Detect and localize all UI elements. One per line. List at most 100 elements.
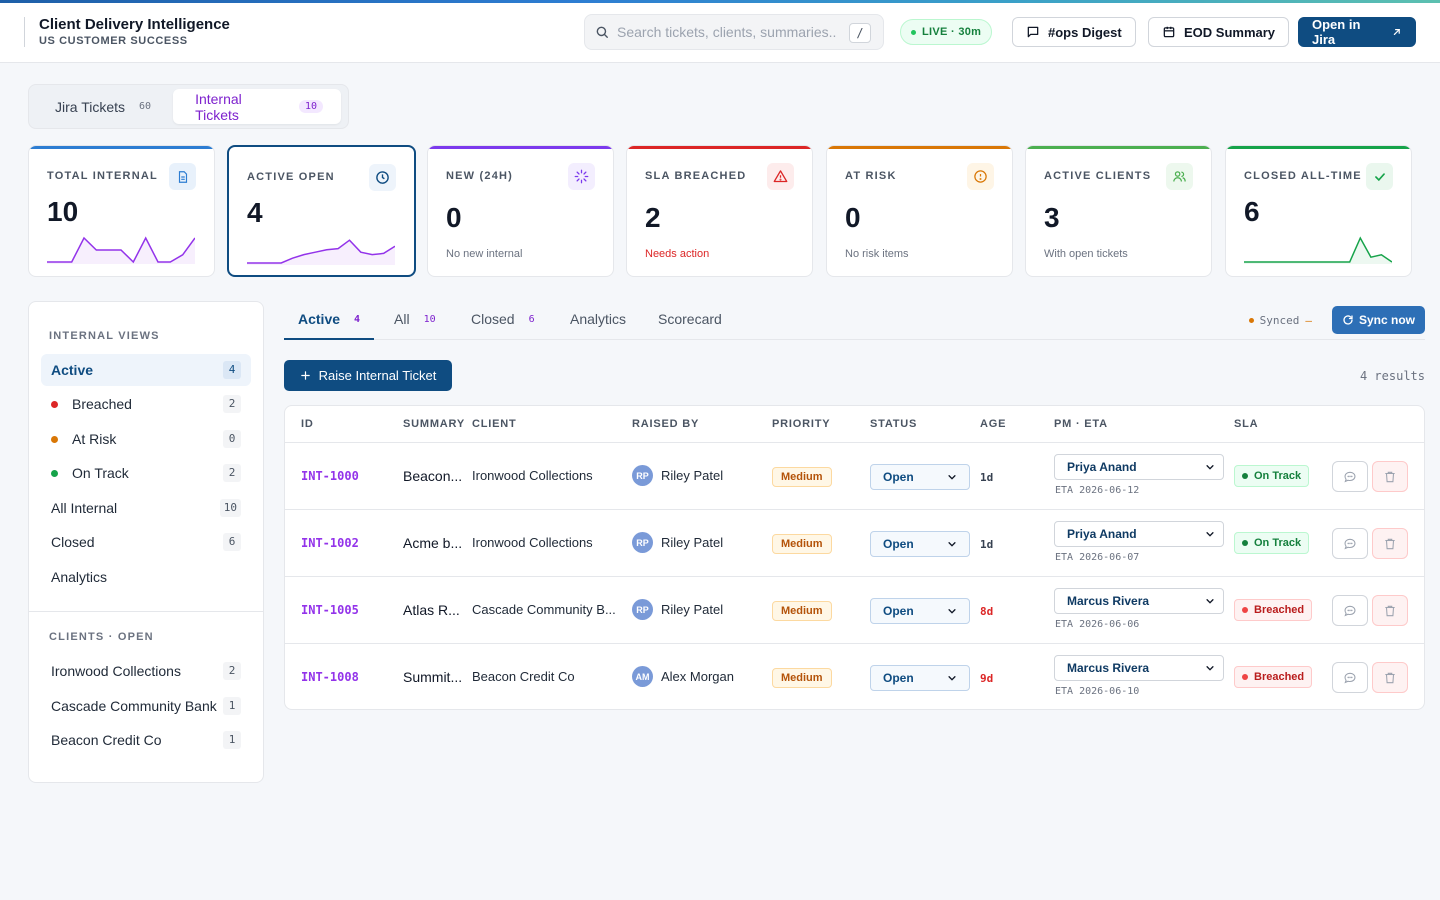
kpi-value: 10: [47, 196, 79, 227]
comment-button[interactable]: [1332, 662, 1368, 693]
status-select[interactable]: Open: [870, 598, 970, 624]
kpi-active-clients[interactable]: ACTIVE CLIENTS 3 With open tickets: [1025, 145, 1212, 277]
app-title: Client Delivery Intelligence: [39, 16, 230, 33]
delete-button[interactable]: [1372, 662, 1408, 693]
kpi-sla-breached[interactable]: SLA BREACHED 2 Needs action: [626, 145, 813, 277]
delete-button[interactable]: [1372, 528, 1408, 559]
status-value: Open: [883, 470, 914, 484]
table-row[interactable]: INT-1005 Atlas R... Cascade Community B.…: [285, 577, 1424, 644]
comment-button[interactable]: [1332, 595, 1368, 626]
raise-internal-ticket-button[interactable]: Raise Internal Ticket: [284, 360, 452, 391]
tab-analytics[interactable]: Analytics: [570, 311, 626, 340]
sparkline-line: [247, 239, 395, 264]
kpi-subtext: With open tickets: [1044, 248, 1128, 260]
eod-summary-button[interactable]: EOD Summary: [1148, 17, 1290, 47]
live-label: LIVE · 30m: [922, 26, 982, 38]
sidebar-item-at-risk[interactable]: At Risk 0: [41, 423, 251, 455]
pm-select[interactable]: Priya Anand: [1054, 454, 1224, 480]
raised-by: RP Riley Patel: [632, 465, 723, 486]
kpi-at-risk[interactable]: AT RISK 0 No risk items: [826, 145, 1013, 277]
sidebar-item-breached[interactable]: Breached 2: [41, 388, 251, 420]
views-heading: INTERNAL VIEWS: [49, 330, 160, 342]
kpi-new-24h[interactable]: NEW (24H) 0 No new internal: [427, 145, 614, 277]
chevron-down-icon: [948, 609, 956, 614]
sidebar-item-analytics[interactable]: Analytics: [41, 561, 251, 593]
tab-label: All: [394, 311, 410, 327]
brand: Client Delivery Intelligence US CUSTOMER…: [24, 17, 230, 47]
kpi-value: 2: [645, 202, 661, 233]
ops-digest-button[interactable]: #ops Digest: [1012, 17, 1136, 47]
table-row[interactable]: INT-1000 Beacon... Ironwood Collections …: [285, 443, 1424, 510]
kpi-cards: TOTAL INTERNAL 10 ACTIVE OPEN 4 NEW (24H…: [28, 145, 1412, 277]
search-input[interactable]: [617, 24, 837, 40]
status-select[interactable]: Open: [870, 665, 970, 691]
kpi-label: NEW (24H): [446, 170, 514, 182]
pm-select[interactable]: Marcus Rivera: [1054, 655, 1224, 681]
alert-triangle-icon: [767, 163, 794, 190]
sidebar-divider: [29, 611, 263, 612]
tab-label: Jira Tickets: [55, 98, 126, 115]
source-tabs: Jira Tickets 60 Internal Tickets 10: [28, 84, 349, 129]
ticket-id-link[interactable]: INT-1000: [301, 469, 359, 483]
kpi-value: 4: [247, 197, 263, 228]
alert-circle-icon: [967, 163, 994, 190]
ticket-id-link[interactable]: INT-1005: [301, 603, 359, 617]
open-in-jira-label: Open in Jira: [1312, 17, 1361, 47]
tab-scorecard[interactable]: Scorecard: [658, 311, 722, 340]
open-in-jira-button[interactable]: Open in Jira: [1298, 17, 1416, 47]
sidebar-item-on-track[interactable]: On Track 2: [41, 457, 251, 489]
sla-dot-icon: [1242, 473, 1248, 479]
ticket-client: Cascade Community B...: [472, 602, 616, 617]
sidebar-client-item[interactable]: Ironwood Collections 2: [41, 655, 251, 687]
sidebar-item-label: Beacon Credit Co: [51, 732, 162, 748]
avatar: AM: [632, 666, 653, 687]
sync-now-button[interactable]: Sync now: [1331, 306, 1425, 334]
sidebar-client-item[interactable]: Cascade Community Bank 1: [41, 690, 251, 722]
tab-jira-tickets[interactable]: Jira Tickets 60: [33, 89, 169, 124]
kpi-closed-all-time[interactable]: CLOSED ALL-TIME 6: [1225, 145, 1412, 277]
tab-internal-tickets[interactable]: Internal Tickets 10: [173, 89, 342, 124]
table-row[interactable]: INT-1008 Summit... Beacon Credit Co AM A…: [285, 644, 1424, 709]
raised-by: RP Riley Patel: [632, 599, 723, 620]
status-dot-icon: [51, 469, 58, 477]
tab-all[interactable]: All 10: [394, 311, 436, 340]
sidebar-client-item[interactable]: Beacon Credit Co 1: [41, 724, 251, 756]
kpi-label: AT RISK: [845, 170, 897, 182]
delete-button[interactable]: [1372, 461, 1408, 492]
pm-select[interactable]: Priya Anand: [1054, 521, 1224, 547]
status-select[interactable]: Open: [870, 531, 970, 557]
sidebar-item-closed[interactable]: Closed 6: [41, 526, 251, 558]
status-select[interactable]: Open: [870, 464, 970, 490]
delete-button[interactable]: [1372, 595, 1408, 626]
kpi-value: 0: [446, 202, 462, 233]
ticket-id-link[interactable]: INT-1008: [301, 670, 359, 684]
app-subtitle: US CUSTOMER SUCCESS: [39, 35, 188, 47]
tab-active[interactable]: Active 4: [284, 311, 375, 340]
avatar: RP: [632, 599, 653, 620]
priority-badge: Medium: [772, 601, 832, 621]
ticket-id-link[interactable]: INT-1002: [301, 536, 359, 550]
trash-icon: [1385, 672, 1395, 683]
kpi-total-internal[interactable]: TOTAL INTERNAL 10: [28, 145, 215, 277]
sidebar-item-active[interactable]: Active 4: [41, 354, 251, 386]
priority-badge: Medium: [772, 668, 832, 688]
kpi-active-open[interactable]: ACTIVE OPEN 4: [227, 145, 416, 277]
sidebar-item-all-internal[interactable]: All Internal 10: [41, 492, 251, 524]
table-row[interactable]: INT-1002 Acme b... Ironwood Collections …: [285, 510, 1424, 577]
pm-select[interactable]: Marcus Rivera: [1054, 588, 1224, 614]
pm-value: Marcus Rivera: [1067, 594, 1150, 608]
sparkline-area: [1244, 238, 1392, 264]
tab-closed[interactable]: Closed 6: [471, 311, 535, 340]
kpi-sparkline: [1244, 236, 1392, 264]
sidebar-item-label: Active: [51, 362, 94, 378]
tab-count: 10: [423, 314, 436, 325]
kpi-accent-bar: [627, 146, 812, 149]
comment-button[interactable]: [1332, 461, 1368, 492]
trash-icon: [1385, 605, 1395, 616]
kpi-accent-bar: [827, 146, 1012, 149]
kpi-subtext: No risk items: [845, 248, 909, 260]
comment-button[interactable]: [1332, 528, 1368, 559]
kpi-label: ACTIVE CLIENTS: [1044, 170, 1152, 182]
column-header: PRIORITY: [772, 418, 831, 430]
search-box[interactable]: /: [584, 14, 884, 50]
